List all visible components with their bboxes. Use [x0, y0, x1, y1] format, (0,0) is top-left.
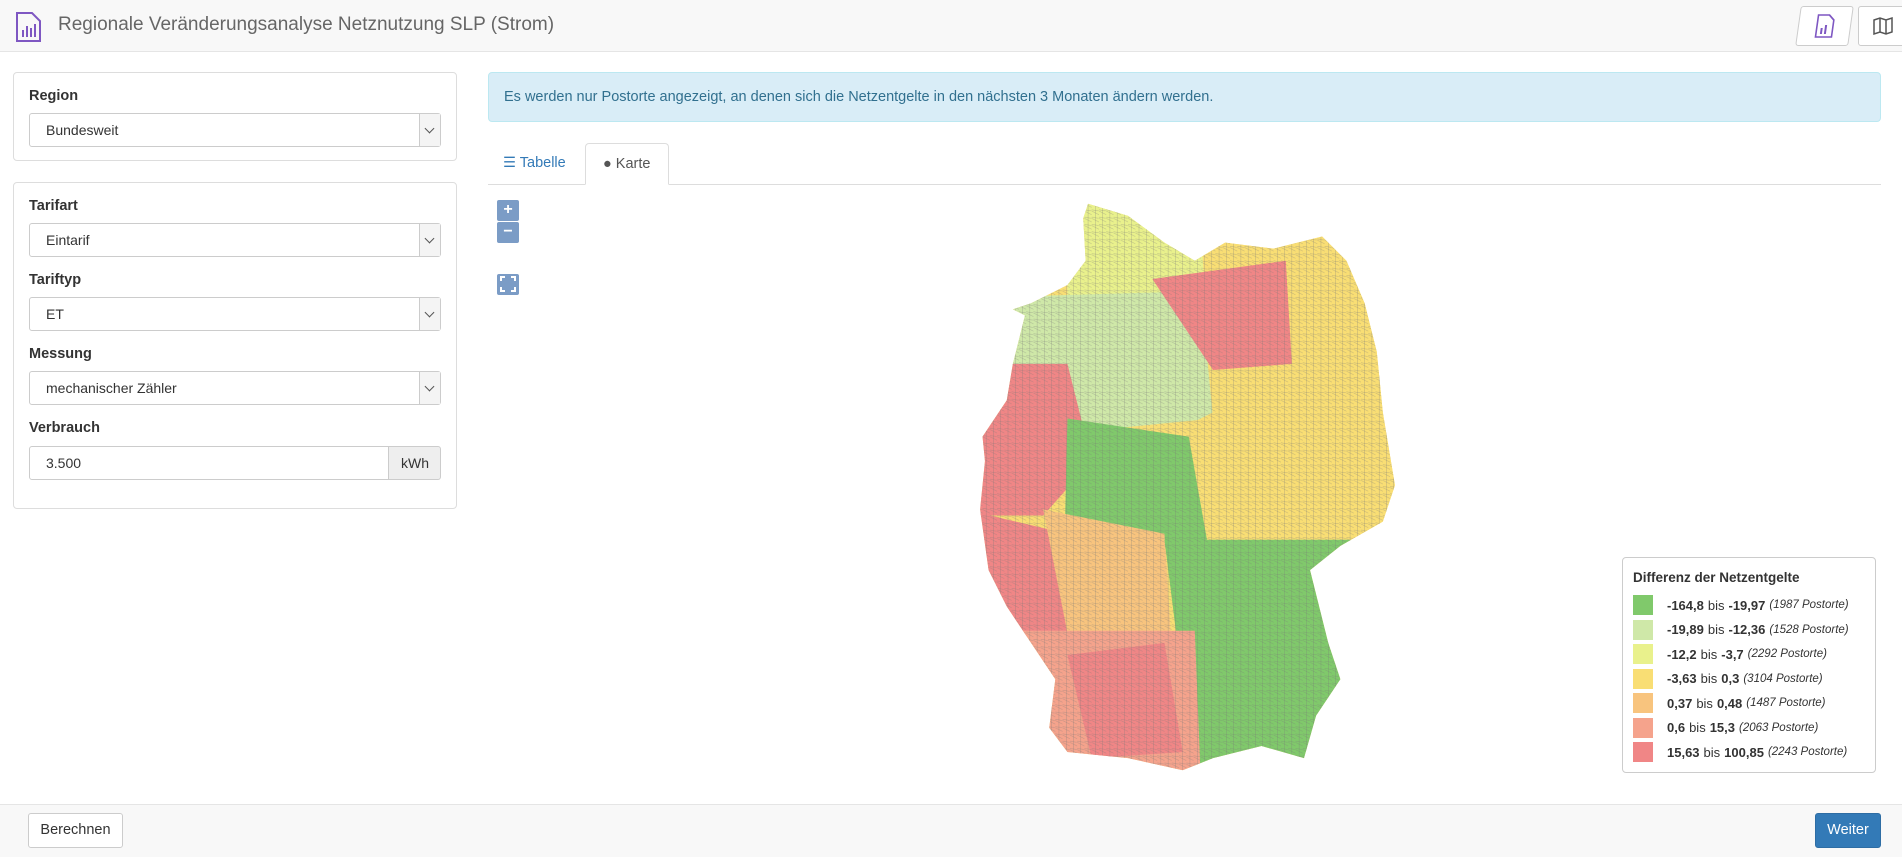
legend-count: (3104 Postorte)	[1743, 672, 1823, 685]
legend-to: 0,3	[1721, 671, 1740, 687]
legend-to: -12,36	[1728, 622, 1766, 638]
legend-count: (1528 Postorte)	[1769, 623, 1849, 636]
tab-tabelle[interactable]: ☰ Tabelle	[503, 155, 566, 171]
legend-sep: bis	[1700, 671, 1718, 687]
legend-swatch	[1633, 644, 1653, 665]
filter-value: Eintarif	[46, 232, 90, 248]
legend-from: -3,63	[1667, 671, 1697, 687]
tab-label: Tabelle	[519, 155, 566, 171]
berechnen-button[interactable]: Berechnen	[28, 813, 123, 848]
legend-swatch	[1633, 717, 1653, 738]
legend-from: -19,89	[1667, 622, 1704, 638]
legend-to: -3,7	[1721, 646, 1744, 662]
info-alert: Es werden nur Postorte angezeigt, an den…	[488, 72, 1881, 122]
legend-count: (2243 Postorte)	[1767, 746, 1848, 759]
legend-count: (1987 Postorte)	[1769, 599, 1849, 612]
legend-sep: bis	[1707, 597, 1725, 613]
tab-karte[interactable]: ● Karte	[585, 143, 669, 185]
legend-count: (2063 Postorte)	[1739, 721, 1819, 734]
filter-label: Tariftyp	[29, 272, 82, 288]
verbrauch-input[interactable]: 3.500	[29, 446, 389, 480]
legend-to: -19,97	[1728, 597, 1766, 613]
filter-label: Messung	[29, 346, 92, 362]
filter-select[interactable]: Eintarif	[29, 223, 441, 257]
legend-from: 15,63	[1667, 744, 1700, 760]
legend-swatch	[1633, 668, 1653, 689]
legend-title: Differenz der Netzentgelte	[1633, 570, 1800, 585]
legend-from: -12,2	[1667, 646, 1697, 662]
unit: kWh	[401, 455, 429, 471]
page-title: Regionale Veränderungsanalyse Netznutzun…	[58, 14, 555, 35]
legend-from: 0,37	[1667, 695, 1693, 711]
legend-item: -3,63 bis 0,3 (3104 Postorte)	[1633, 667, 1865, 692]
zoom-in[interactable]: +	[497, 200, 519, 221]
map	[980, 203, 1395, 771]
filter-select[interactable]: mechanischer Zähler	[29, 371, 441, 405]
legend-item: 15,63 bis 100,85 (2243 Postorte)	[1633, 740, 1865, 765]
map-icon	[1873, 16, 1893, 36]
legend-swatch	[1633, 619, 1653, 640]
legend-to: 0,48	[1716, 695, 1743, 711]
legend-swatch	[1633, 595, 1653, 616]
legend-sep: bis	[1696, 695, 1713, 711]
legend-sep: bis	[1689, 720, 1706, 736]
tab-label: Karte	[615, 156, 651, 172]
legend-swatch	[1633, 742, 1653, 763]
legend-item: 0,6 bis 15,3 (2063 Postorte)	[1633, 716, 1865, 741]
legend-sep: bis	[1703, 744, 1721, 760]
region-label: Region	[29, 88, 79, 104]
report-icon	[1814, 14, 1835, 38]
legend-count: (2292 Postorte)	[1747, 648, 1827, 661]
legend-from: 0,6	[1667, 720, 1686, 736]
legend-sep: bis	[1707, 622, 1725, 638]
legend-item: -12,2 bis -3,7 (2292 Postorte)	[1633, 642, 1865, 667]
legend-from: -164,8	[1667, 597, 1704, 613]
verbrauch-label: Verbrauch	[29, 420, 100, 436]
footer	[0, 804, 1902, 857]
map-button[interactable]	[1858, 6, 1902, 46]
filter-value: mechanischer Zähler	[46, 380, 177, 396]
region-select[interactable]: Bundesweit	[29, 113, 441, 147]
weiter-button[interactable]: Weiter	[1815, 813, 1881, 848]
filter-label: Tarifart	[29, 198, 78, 214]
header: Regionale Veränderungsanalyse Netznutzun…	[0, 0, 1902, 52]
verbrauch-value: 3.500	[46, 455, 82, 471]
fullscreen[interactable]	[497, 274, 519, 295]
legend-item: 0,37 bis 0,48 (1487 Postorte)	[1633, 691, 1865, 716]
filter-panel	[13, 182, 457, 509]
legend-item: -19,89 bis -12,36 (1528 Postorte)	[1633, 618, 1865, 643]
germany-map	[980, 203, 1395, 771]
legend-sep: bis	[1700, 646, 1718, 662]
legend-to: 15,3	[1709, 720, 1736, 736]
unit-addon: kWh	[388, 446, 441, 480]
fullscreen-icon	[500, 276, 516, 292]
legend-item: -164,8 bis -19,97 (1987 Postorte)	[1633, 593, 1865, 618]
filter-value: ET	[46, 306, 64, 322]
legend-count: (1487 Postorte)	[1746, 697, 1826, 710]
legend-swatch	[1633, 693, 1653, 714]
report-button[interactable]	[1795, 6, 1854, 46]
region-value: Bundesweit	[46, 122, 119, 138]
filter-select[interactable]: ET	[29, 297, 441, 331]
map-legend: Differenz der Netzentgelte -164,8 bis -19,…	[1622, 557, 1876, 773]
legend-to: 100,85	[1724, 744, 1764, 760]
app-icon	[16, 12, 41, 42]
zoom-out[interactable]: −	[497, 222, 519, 243]
region-panel	[13, 72, 457, 161]
tab-bar	[488, 184, 1881, 185]
